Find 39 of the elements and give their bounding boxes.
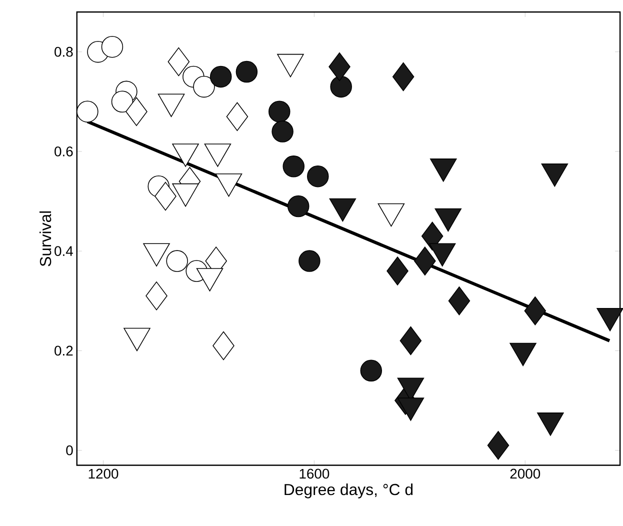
point: [210, 66, 232, 88]
point: [268, 100, 290, 122]
point: [307, 165, 329, 188]
point: [236, 60, 258, 83]
point: [154, 182, 176, 211]
y-tick-label: 0.6: [54, 146, 73, 156]
x-tick-label: 2000: [510, 468, 540, 479]
point: [330, 76, 352, 98]
x-tick-label: 1200: [88, 468, 118, 479]
point: [287, 195, 310, 218]
point: [226, 102, 248, 131]
point: [166, 250, 188, 272]
point: [76, 100, 98, 122]
point: [111, 90, 134, 112]
y-axis-title: Survival: [39, 211, 52, 266]
point: [392, 62, 414, 92]
point: [101, 36, 124, 58]
y-tick-label: 0.2: [54, 346, 73, 356]
point: [448, 286, 470, 316]
point: [298, 250, 320, 272]
y-tick-label: 0.8: [54, 46, 73, 57]
point: [282, 155, 305, 178]
point: [386, 256, 408, 286]
point: [414, 246, 436, 276]
point: [360, 360, 382, 382]
point: [328, 52, 350, 82]
point: [146, 281, 168, 310]
point: [487, 430, 510, 460]
point: [193, 76, 215, 98]
y-tick-label: 0: [66, 445, 73, 456]
point: [400, 326, 422, 356]
x-axis-title: Degree days, °C d: [284, 483, 413, 498]
point: [524, 296, 546, 326]
point: [168, 47, 190, 76]
point: [126, 97, 148, 126]
point: [212, 331, 234, 360]
y-tick-label: 0.4: [54, 246, 73, 256]
x-tick-label: 1600: [300, 468, 330, 479]
point: [272, 120, 294, 142]
